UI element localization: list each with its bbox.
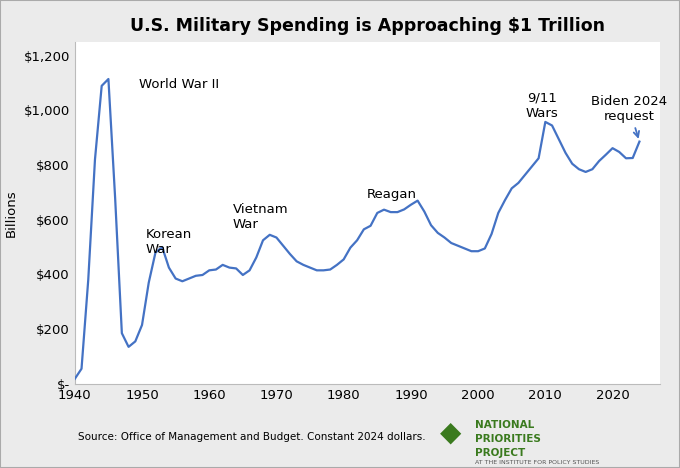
Text: World War II: World War II bbox=[139, 78, 219, 91]
Text: NATIONAL: NATIONAL bbox=[475, 419, 534, 430]
Text: Reagan: Reagan bbox=[367, 188, 418, 200]
Text: AT THE INSTITUTE FOR POLICY STUDIES: AT THE INSTITUTE FOR POLICY STUDIES bbox=[475, 460, 599, 465]
Text: PRIORITIES: PRIORITIES bbox=[475, 434, 541, 444]
Y-axis label: Billions: Billions bbox=[5, 189, 18, 237]
Text: 9/11
Wars: 9/11 Wars bbox=[526, 92, 558, 120]
Text: Source: Office of Management and Budget. Constant 2024 dollars.: Source: Office of Management and Budget.… bbox=[78, 432, 426, 442]
Text: PROJECT: PROJECT bbox=[475, 447, 525, 458]
Text: Biden 2024
request: Biden 2024 request bbox=[592, 95, 667, 137]
Text: ◆: ◆ bbox=[440, 419, 462, 447]
Text: Vietnam
War: Vietnam War bbox=[233, 204, 288, 231]
Title: U.S. Military Spending is Approaching $1 Trillion: U.S. Military Spending is Approaching $1… bbox=[130, 17, 605, 35]
Text: Korean
War: Korean War bbox=[146, 228, 192, 256]
